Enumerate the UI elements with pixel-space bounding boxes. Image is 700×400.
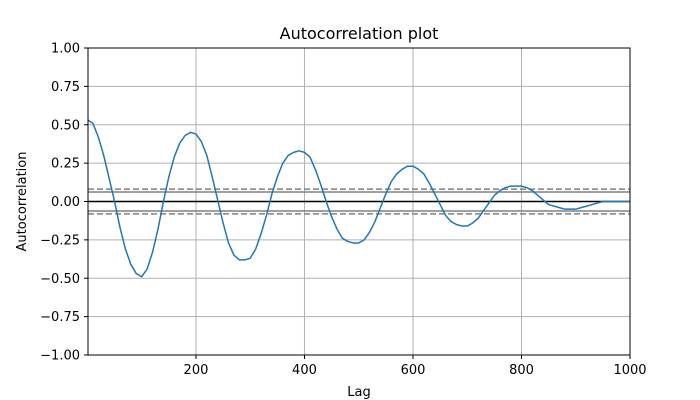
x-tick-label: 600 (401, 363, 426, 378)
y-axis-label: Autocorrelation (15, 152, 30, 252)
y-tick-label: 0.25 (51, 157, 80, 172)
series-group (87, 119, 630, 278)
y-tick-label: 0.00 (51, 195, 80, 210)
x-tick-label: 200 (184, 363, 209, 378)
y-tick-label: 0.50 (51, 118, 80, 133)
y-tick-label: 1.00 (51, 42, 80, 57)
y-axis-ticks: −1.00 −0.75 −0.50 −0.25 0.00 0.25 0.50 0.75 1.00 (40, 42, 88, 364)
x-tick-label: 800 (509, 363, 534, 378)
y-tick-label: 0.75 (51, 80, 80, 95)
x-axis-ticks: 200 400 600 800 1000 (184, 355, 647, 378)
chart-title: Autocorrelation plot (280, 24, 439, 43)
y-tick-label: −0.50 (40, 272, 80, 287)
x-axis-label: Lag (347, 385, 370, 400)
x-tick-label: 400 (292, 363, 317, 378)
autocorrelation-line (87, 119, 630, 278)
x-tick-label: 1000 (613, 363, 646, 378)
y-tick-label: −1.00 (40, 349, 80, 364)
y-tick-label: −0.25 (40, 233, 80, 248)
y-tick-label: −0.75 (40, 310, 80, 325)
reference-lines (88, 188, 630, 215)
